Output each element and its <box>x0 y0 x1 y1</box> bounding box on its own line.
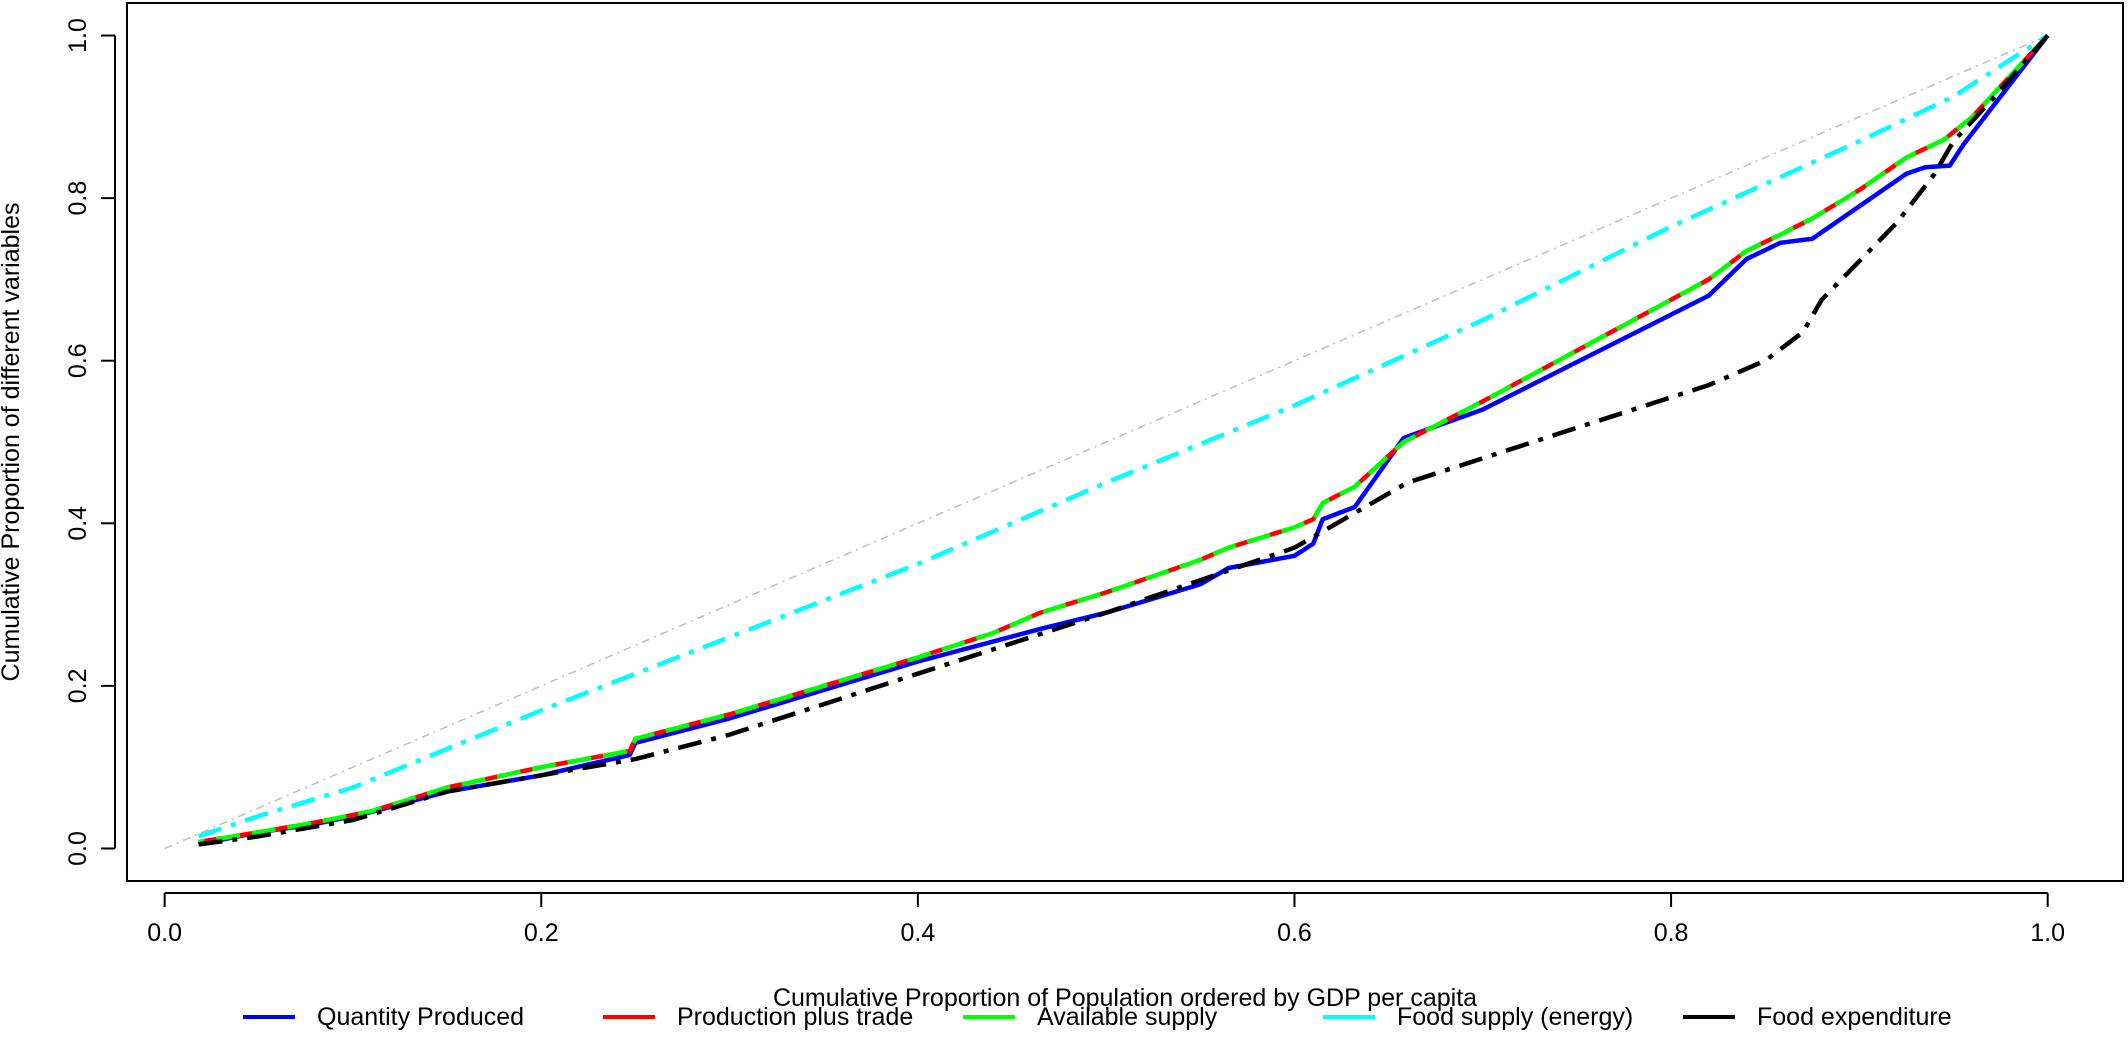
x-tick-label: 0.2 <box>524 919 559 947</box>
x-tick-label: 0.8 <box>1654 919 1689 947</box>
y-tick-label: 0.4 <box>64 506 92 541</box>
y-tick-label: 0.2 <box>64 669 92 704</box>
y-tick-label: 1.0 <box>64 18 92 53</box>
reference-line <box>164 34 2048 850</box>
legend-label: Available supply <box>1037 1003 1218 1031</box>
y-axis: 0.0 0.2 0.4 0.6 0.8 1.0 <box>64 18 116 866</box>
y-tick-label: 0.8 <box>64 181 92 216</box>
series-line-food-expenditure <box>198 34 2050 847</box>
series-layer <box>197 33 2050 847</box>
series-line-quantity-produced <box>198 34 2050 847</box>
legend-label: Quantity Produced <box>317 1003 524 1031</box>
y-tick-label: 0.6 <box>64 343 92 378</box>
y-tick-label: 0.0 <box>64 831 92 866</box>
series-line-available-supply <box>198 33 2050 845</box>
legend-label: Food expenditure <box>1757 1003 1952 1031</box>
x-tick-label: 0.6 <box>1277 919 1312 947</box>
x-axis: 0.0 0.2 0.4 0.6 0.8 1.0 <box>147 892 2065 947</box>
series-line-food-supply-energy <box>197 33 2049 839</box>
plot-frame <box>126 2 2124 882</box>
y-axis-title: Cumulative Proportion of different varia… <box>0 203 25 682</box>
x-tick-label: 1.0 <box>2030 919 2065 947</box>
reference-layer <box>164 34 2048 850</box>
x-tick-label: 0.4 <box>900 919 935 947</box>
legend-label: Production plus trade <box>677 1003 913 1031</box>
series-line-production-plus-trade <box>198 33 2050 845</box>
legend-label: Food supply (energy) <box>1397 1003 1633 1031</box>
x-axis-title: Cumulative Proportion of Population orde… <box>773 984 1477 1012</box>
legend: Quantity Produced Production plus trade Av… <box>243 1003 1952 1031</box>
x-tick-label: 0.0 <box>147 919 182 947</box>
